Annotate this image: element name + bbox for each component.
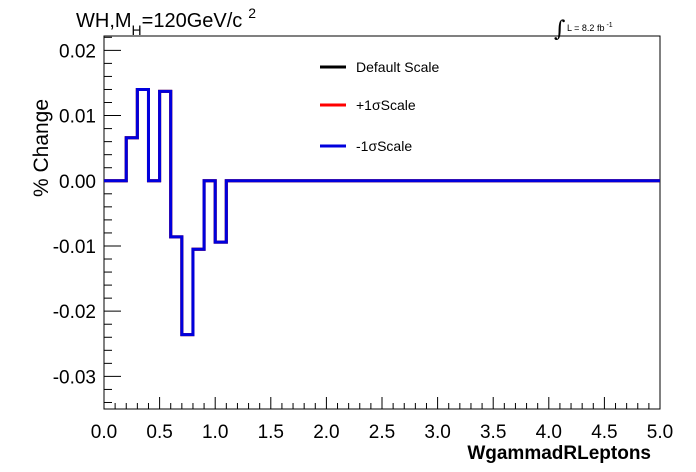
x-axis-title: WgammadRLeptons (467, 443, 651, 464)
title-subscript: H (132, 22, 142, 38)
plot-frame (103, 35, 661, 410)
x-tick-label: 4.0 (536, 422, 562, 443)
y-tick-label: 0.00 (59, 172, 96, 193)
series-default-scale (104, 87, 660, 337)
x-axis-ticks: 0.0 0.5 1.0 1.5 2.0 2.5 3.0 3.5 4.0 4.5 5.0 (91, 397, 673, 443)
x-tick-label: 1.0 (202, 422, 228, 443)
series-minus1sigma-scale (104, 87, 660, 337)
x-tick-label: 0.5 (146, 422, 172, 443)
series-layer (104, 87, 660, 337)
y-axis-title: % Change (30, 99, 53, 197)
x-tick-label: 1.5 (258, 422, 284, 443)
title-superscript: 2 (248, 5, 256, 21)
title-prefix: WH,M (76, 10, 132, 32)
series-plus1sigma-scale (104, 87, 660, 337)
x-tick-label: 2.5 (369, 422, 395, 443)
y-tick-label: 0.02 (59, 41, 96, 62)
x-tick-label: 3.0 (424, 422, 450, 443)
lumi-integral-symbol: ∫ (554, 17, 566, 42)
legend: Default Scale +1σScale -1σScale (320, 59, 439, 154)
lumi-superscript: -1 (606, 22, 612, 29)
y-tick-label: -0.01 (53, 237, 96, 258)
y-tick-label: -0.03 (53, 367, 96, 388)
lumi-text: L = 8.2 fb (567, 23, 604, 33)
x-tick-label: 3.5 (480, 422, 506, 443)
chart-title: WH,MH=120GeV/c 2 (76, 5, 256, 38)
x-tick-label: 0.0 (91, 422, 117, 443)
y-axis-ticks: 0.02 0.01 0.00 -0.01 -0.02 -0.03 (53, 36, 121, 403)
legend-label-default: Default Scale (356, 59, 439, 75)
legend-label-minus1sigma: -1σScale (356, 138, 412, 154)
x-tick-label: 5.0 (647, 422, 673, 443)
title-suffix: =120GeV/c (142, 10, 243, 32)
lumi-label: L = 8.2 fb -1 (567, 22, 613, 33)
x-tick-label: 2.0 (313, 422, 339, 443)
x-tick-label: 4.5 (591, 422, 617, 443)
legend-label-plus1sigma: +1σScale (356, 97, 416, 113)
y-tick-label: -0.02 (53, 302, 96, 323)
y-tick-label: 0.01 (59, 107, 96, 128)
